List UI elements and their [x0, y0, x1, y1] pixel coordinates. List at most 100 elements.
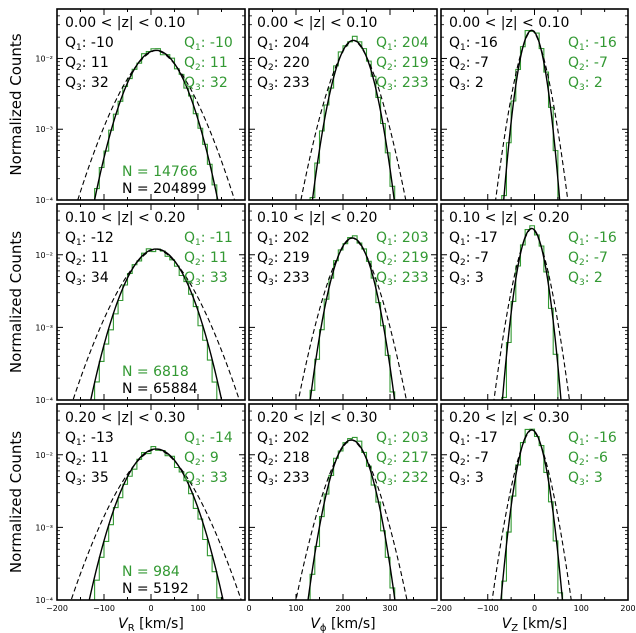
quartile-label-green: Q2: 219 [376, 250, 429, 268]
quartile-label-green: Q3: 233 [376, 270, 429, 288]
green-histogram-series [309, 35, 396, 200]
quartile-label-black: Q2: 11 [65, 250, 109, 268]
dashed-fit-curve [70, 448, 242, 600]
quartile-label-black: Q3: 233 [257, 75, 310, 93]
y-tick-label: 10⁻³ [35, 125, 53, 134]
quartile-label-green: Q1: -14 [184, 430, 233, 448]
panel-r0-c1: 0.00 < |z| < 0.10 Q1: 204 Q1: 204 Q2: 220 Q2… [248, 8, 438, 201]
count-label-black: N = 65884 [122, 381, 198, 397]
green-histogram-series [309, 235, 396, 400]
green-histogram-series [501, 428, 564, 600]
black-fit-curve [93, 49, 219, 200]
quartile-label-green: Q2: -7 [568, 55, 608, 73]
quartile-label-black: Q3: 3 [449, 470, 484, 488]
green-histogram-series [94, 48, 218, 200]
quartile-label-black: Q2: 218 [257, 450, 310, 468]
y-tick-label: 10⁻² [35, 451, 53, 460]
y-tick-label: 10⁻³ [35, 323, 53, 332]
panels-layer: 10⁻⁴ 10⁻³ 10⁻² 0.00 < |z| < 0.10 Q1: -10 Q1: … [35, 8, 636, 613]
quartile-label-green: Q1: 204 [376, 35, 429, 53]
x-tick-label: −100 [477, 604, 499, 613]
x-tick-label: 0 [148, 604, 153, 613]
y-tick-label: 10⁻⁴ [35, 196, 53, 205]
y-tick-label: 10⁻⁴ [35, 596, 53, 605]
quartile-label-black: Q2: 11 [65, 450, 109, 468]
quartile-label-green: Q2: -7 [568, 250, 608, 268]
x-tick-label: 200 [620, 604, 635, 613]
quartile-label-black: Q2: -7 [449, 55, 489, 73]
quartile-label-black: Q1: -10 [65, 35, 114, 53]
black-fit-curve [307, 439, 396, 600]
quartile-label-green: Q3: 32 [184, 75, 228, 93]
quartile-label-black: Q3: 35 [65, 470, 109, 488]
quartile-label-black: Q3: 2 [449, 75, 484, 93]
panel-r2-c2: −200 −100 0 100 200 0.20 < |z| < 0.30 Q1: -17 Q… [430, 403, 636, 613]
quartile-label-green: Q3: 2 [568, 75, 603, 93]
quartile-label-black: Q1: -17 [449, 430, 498, 448]
plot-area [491, 428, 572, 600]
count-label-black: N = 5192 [122, 581, 189, 597]
quartile-label-black: Q3: 3 [449, 270, 484, 288]
quartile-label-green: Q1: -10 [184, 35, 233, 53]
y-axis-label: Normalized Counts [7, 231, 25, 373]
quartile-label-black: Q1: -13 [65, 430, 114, 448]
quartile-label-black: Q2: 220 [257, 55, 310, 73]
z-range-label: 0.20 < |z| < 0.30 [65, 410, 185, 426]
x-tick-label: 0 [532, 604, 537, 613]
quartile-label-green: Q3: 3 [568, 470, 603, 488]
quartile-label-black: Q3: 233 [257, 470, 310, 488]
black-fit-curve [501, 227, 562, 400]
plot-area [72, 248, 240, 400]
quartile-label-black: Q1: -16 [449, 35, 498, 53]
z-range-label: 0.20 < |z| < 0.30 [449, 410, 569, 426]
black-fit-curve [503, 29, 561, 200]
panel-r2-c0: 10⁻⁴ 10⁻³ 10⁻² −200 −100 0 100 0.20 < |z| < 0.3… [35, 403, 246, 613]
quartile-label-green: Q3: 33 [184, 270, 228, 288]
count-label-green: N = 6818 [122, 364, 189, 380]
count-label-green: N = 984 [122, 564, 180, 580]
x-tick-label: 100 [190, 604, 205, 613]
x-tick-label: 300 [382, 604, 397, 613]
quartile-label-black: Q3: 32 [65, 75, 109, 93]
quartile-label-black: Q1: 202 [257, 230, 310, 248]
count-label-black: N = 204899 [122, 181, 207, 197]
green-histogram-series [501, 30, 559, 200]
x-tick-label: −200 [46, 604, 68, 613]
quartile-label-black: Q3: 34 [65, 270, 109, 288]
black-fit-curve [309, 237, 396, 400]
panel-r1-c2: 0.10 < |z| < 0.20 Q1: -17 Q1: -16 Q2: -7 Q2:… [440, 203, 629, 401]
green-histogram-series [501, 225, 559, 400]
y-tick-label: 10⁻⁴ [35, 396, 53, 405]
x-tick-label: 0 [246, 604, 251, 613]
plot-area [70, 446, 242, 600]
quartile-label-green: Q1: -11 [184, 230, 233, 248]
axis-labels-layer: Normalized Counts Normalized Counts Normal… [7, 33, 567, 633]
panel-r1-c1: 0.10 < |z| < 0.20 Q1: 202 Q1: 203 Q2: 219 Q2… [248, 203, 438, 401]
green-histogram-series [309, 436, 396, 600]
black-fit-curve [88, 448, 224, 600]
y-tick-label: 10⁻² [35, 251, 53, 260]
quartile-label-green: Q1: -16 [568, 230, 617, 248]
quartile-label-black: Q2: -7 [449, 450, 489, 468]
quartile-label-black: Q3: 233 [257, 270, 310, 288]
quartile-label-green: Q3: 2 [568, 270, 603, 288]
y-tick-label: 10⁻³ [35, 523, 53, 532]
z-range-label: 0.00 < |z| < 0.10 [449, 15, 569, 31]
plot-area [77, 48, 236, 200]
x-axis-label: Vϕ [km/s] [310, 616, 375, 633]
quartile-label-black: Q1: -17 [449, 230, 498, 248]
plot-area [495, 29, 569, 200]
quartile-label-green: Q1: -16 [568, 35, 617, 53]
count-label-green: N = 14766 [122, 164, 198, 180]
x-tick-label: 200 [335, 604, 350, 613]
panel-r1-c0: 10⁻⁴ 10⁻³ 10⁻² 0.10 < |z| < 0.20 Q1: -12 Q1: … [35, 203, 246, 405]
black-fit-curve [500, 429, 564, 600]
quartile-label-black: Q1: -12 [65, 230, 114, 248]
y-axis-label: Normalized Counts [7, 33, 25, 175]
x-tick-label: 100 [574, 604, 589, 613]
y-tick-label: 10⁻² [35, 54, 53, 63]
quartile-label-green: Q2: -6 [568, 450, 608, 468]
quartile-label-green: Q2: 11 [184, 55, 228, 73]
quartile-label-green: Q3: 232 [376, 470, 429, 488]
